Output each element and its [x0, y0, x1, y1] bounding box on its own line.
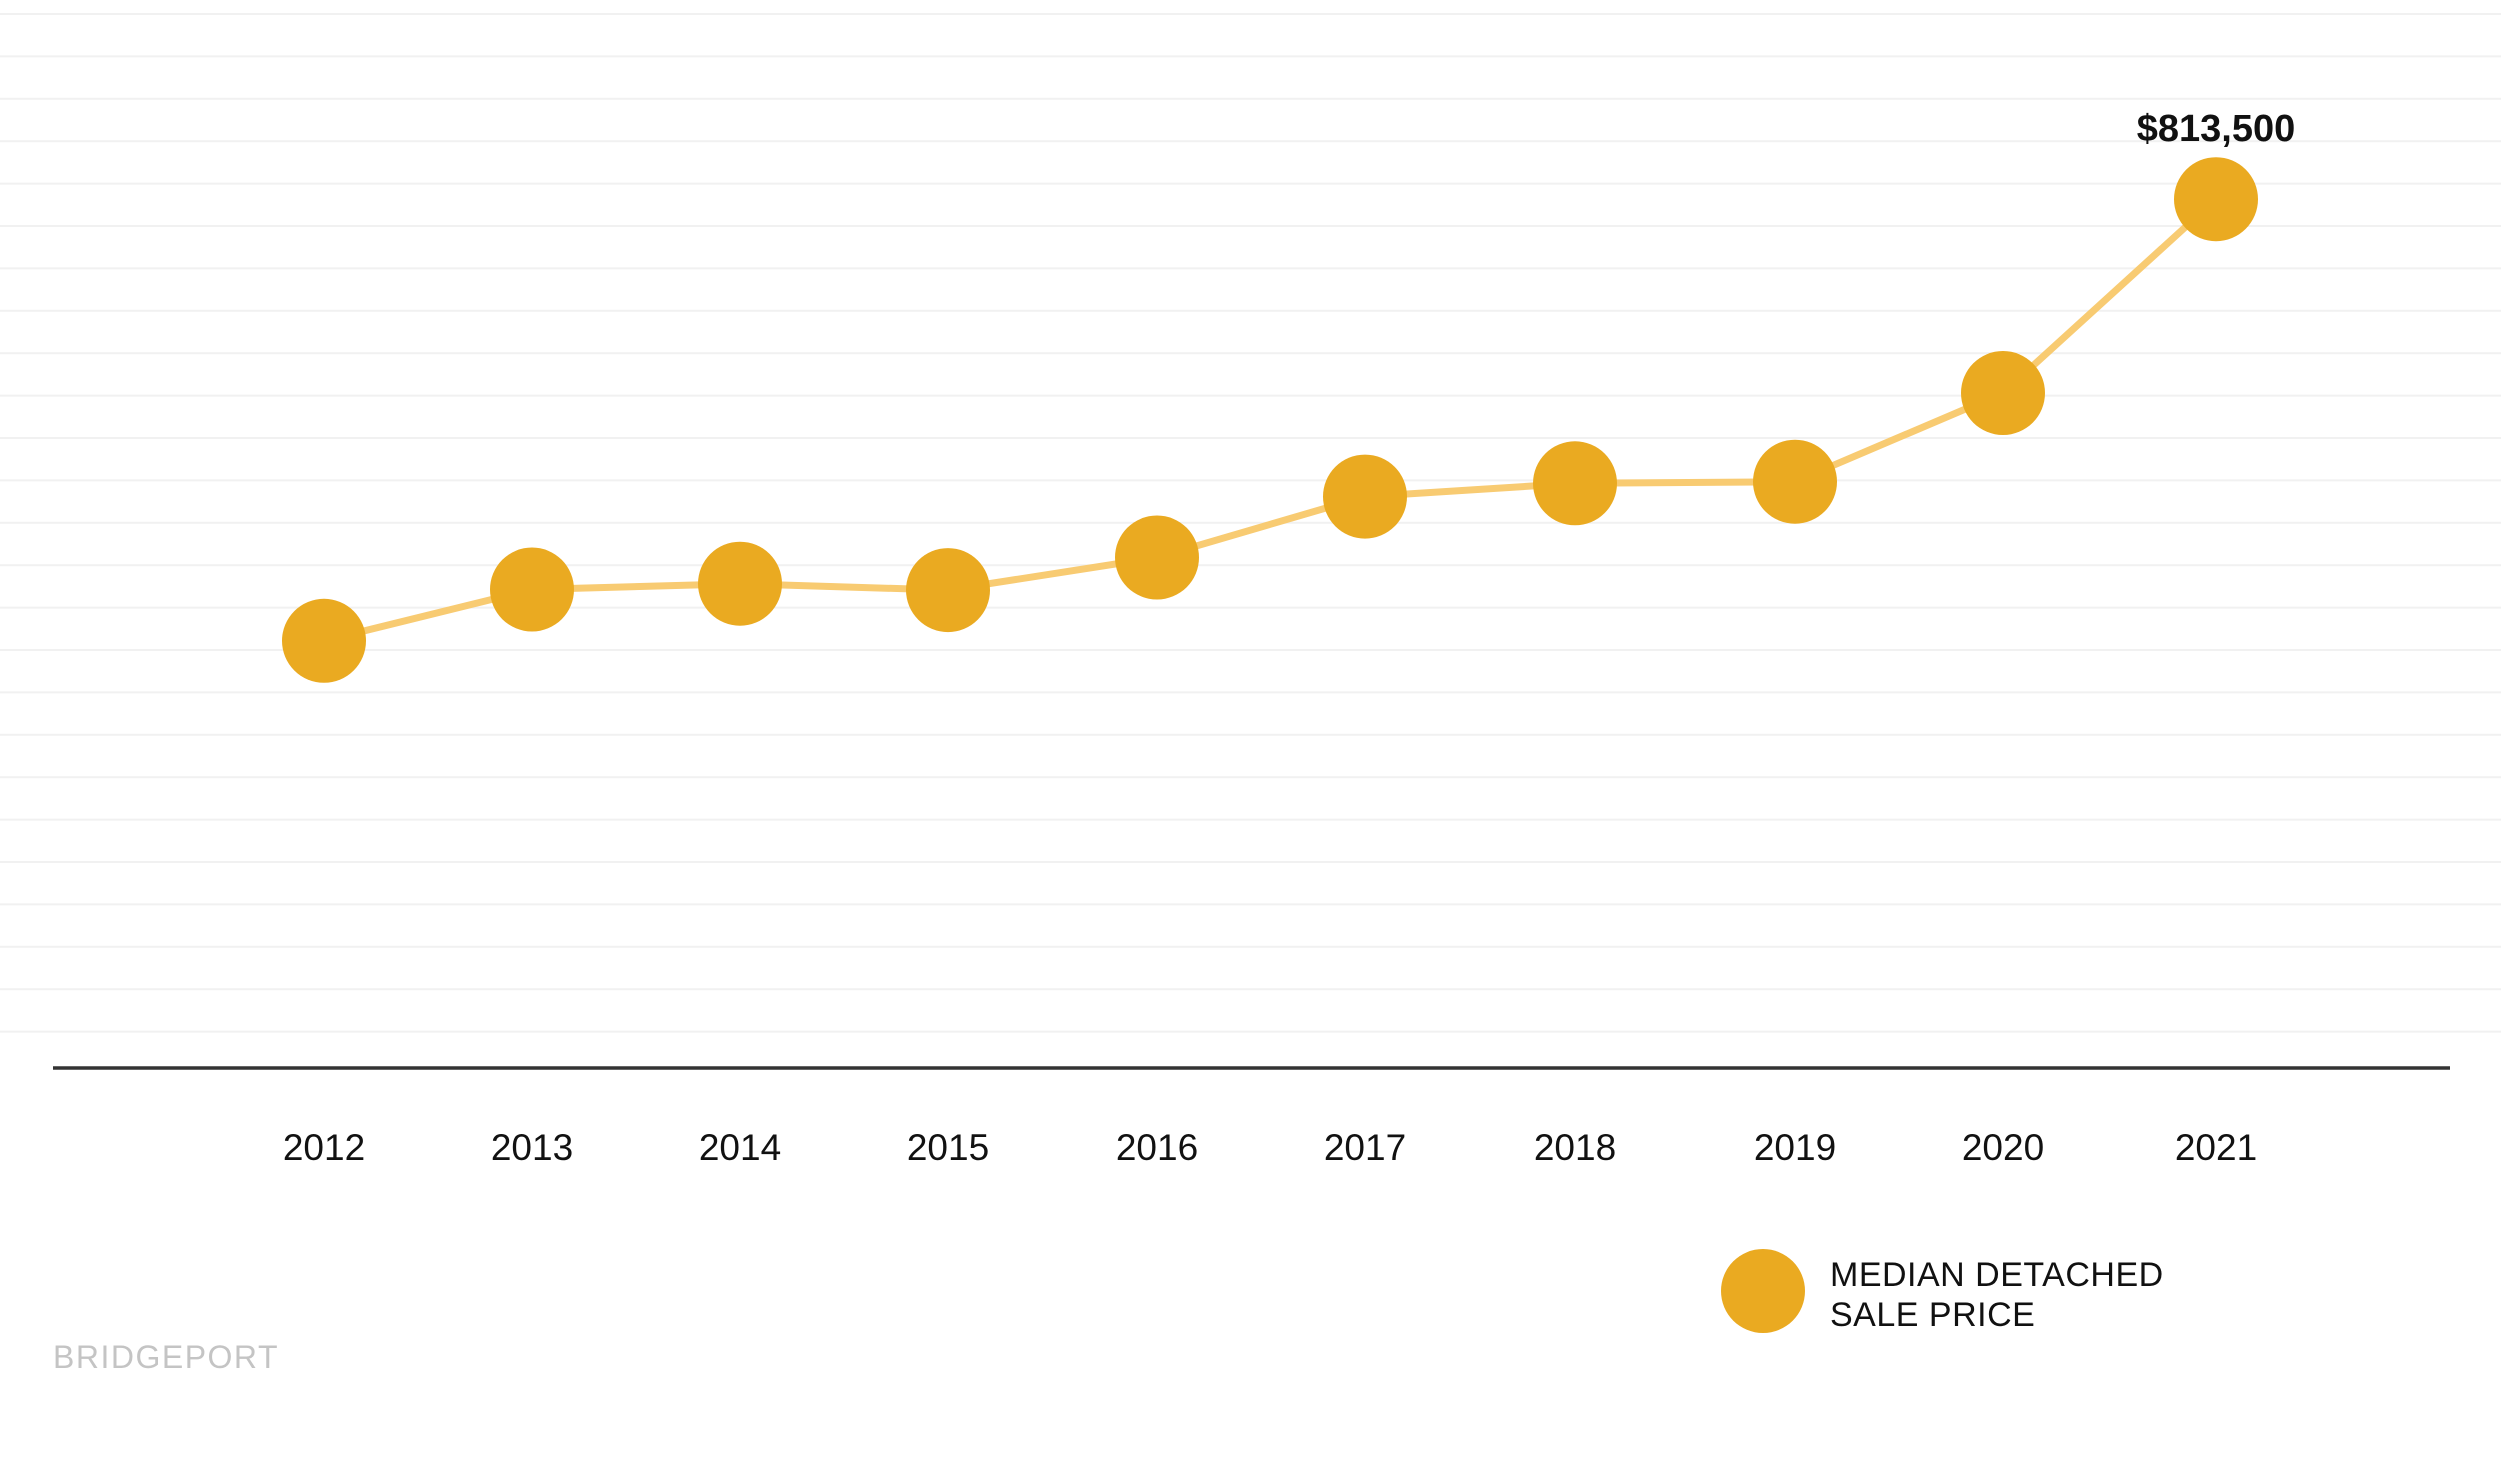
x-tick-label: 2016: [1116, 1127, 1198, 1168]
data-point-2014: [698, 541, 782, 626]
data-point-2013: [490, 547, 574, 632]
x-tick-labels: 2012 2013 2014 2015 2016 2017 2018 2019 2020 2021: [283, 1127, 2257, 1168]
data-point-2018: [1533, 441, 1617, 526]
x-tick-label: 2015: [907, 1127, 989, 1168]
data-point-2020: [1961, 351, 2045, 435]
x-tick-label: 2012: [283, 1127, 365, 1168]
data-labels: $813,500: [2137, 108, 2296, 150]
series-line: [320, 195, 2220, 645]
data-point-2016: [1115, 515, 1199, 600]
x-tick-label: 2020: [1962, 1127, 2044, 1168]
data-point-2017: [1323, 454, 1407, 539]
x-tick-label: 2013: [491, 1127, 573, 1168]
data-point-2019: [1753, 439, 1837, 524]
legend-label-line-1: MEDIAN DETACHED: [1830, 1256, 2164, 1294]
brand-watermark: BRIDGEPORT: [53, 1339, 279, 1375]
gridlines: [0, 13, 2501, 1033]
data-point-2015: [906, 548, 990, 633]
data-point-2012: [282, 598, 366, 683]
x-tick-label: 2018: [1534, 1127, 1616, 1168]
x-tick-label: 2017: [1324, 1127, 1406, 1168]
data-points: [282, 157, 2258, 683]
data-point-2021: [2174, 157, 2258, 242]
legend-marker-icon: [1721, 1249, 1805, 1333]
x-tick-label: 2014: [699, 1127, 781, 1168]
legend-label-line-2: SALE PRICE: [1830, 1296, 2035, 1334]
x-tick-label: 2019: [1754, 1127, 1836, 1168]
data-label-2021: $813,500: [2137, 108, 2296, 150]
legend: MEDIAN DETACHED SALE PRICE: [1721, 1249, 2164, 1334]
x-tick-label: 2021: [2175, 1127, 2257, 1168]
